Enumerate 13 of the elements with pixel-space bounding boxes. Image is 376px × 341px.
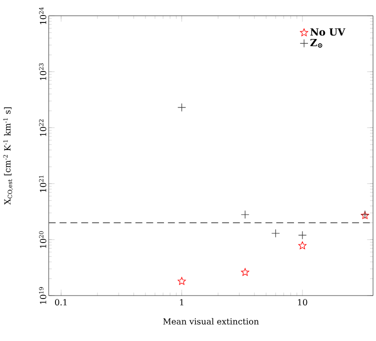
x-tick-label: 0.1 — [55, 299, 67, 306]
y-tick-label: 10$^{20}$ — [39, 231, 46, 248]
y-tick-label: 10$^{21}$ — [39, 176, 46, 192]
y-tick-label: 10$^{22}$ — [39, 119, 46, 136]
x-tick-label: 10 — [298, 299, 308, 306]
legend-label: Z$_{⊙}$ — [310, 38, 322, 48]
y-tick-label: 10$^{24}$ — [39, 7, 46, 24]
y-tick-label: 10$^{23}$ — [39, 63, 46, 80]
text: X$_{CO,est}$ [cm$^{-2}$ K$^{-1}$ km$^{-1}$ s] — [3, 107, 13, 205]
legend-label: No UV — [310, 28, 346, 36]
x-axis-title: Mean visual extinction — [163, 318, 259, 325]
x-tick-label: 1 — [180, 299, 184, 306]
y-tick-label: 10$^{19}$ — [39, 287, 46, 304]
